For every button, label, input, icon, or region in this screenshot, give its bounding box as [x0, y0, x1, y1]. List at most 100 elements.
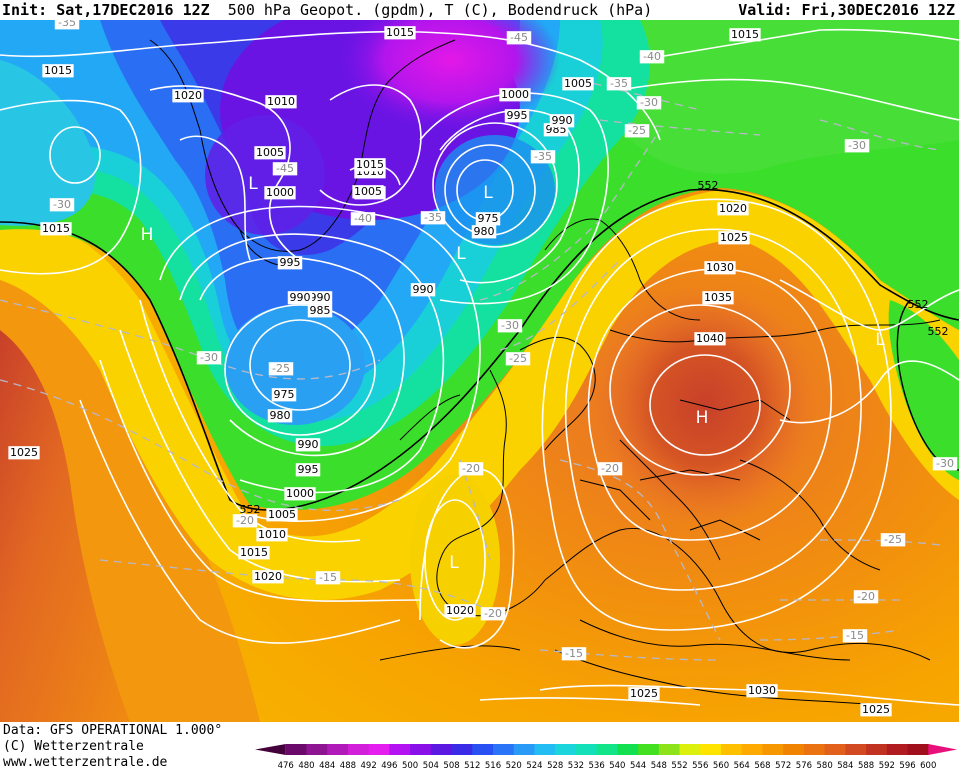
geopotential-label: 552 [908, 298, 929, 311]
pressure-center-H: H [696, 408, 709, 428]
isobar-label: 1005 [256, 146, 284, 159]
isobar-label-box [702, 291, 734, 305]
isotherm-label-box [497, 319, 523, 333]
scale-tick-label: 556 [692, 761, 708, 770]
isotherm-label: -25 [272, 362, 290, 375]
isobar-label: 1040 [696, 332, 724, 345]
scale-tick-label: 480 [298, 761, 314, 770]
scale-tick-label: 524 [526, 761, 542, 770]
scale-swatch [513, 744, 535, 755]
pressure-center-L: L [875, 330, 885, 350]
scale-swatch [347, 744, 370, 755]
scale-tick-label: 484 [319, 761, 335, 770]
magenta-vortex-core [340, 20, 560, 130]
isobar-label-box [746, 684, 778, 698]
scale-swatch [866, 744, 888, 755]
scale-tick-label: 584 [837, 761, 853, 770]
isobar-label: 1025 [720, 231, 748, 244]
scale-swatch [430, 744, 453, 755]
isotherm-label-box [639, 50, 665, 64]
isotherm-label: -35 [424, 211, 442, 224]
valid-time: Fri,30DEC2016 12Z [801, 1, 955, 19]
isotherm-label: -30 [53, 198, 71, 211]
isobar-label-box [252, 570, 284, 584]
scale-tick-label: 540 [609, 761, 625, 770]
scale-swatch [783, 744, 805, 755]
isotherm-label-box [480, 607, 506, 621]
isotherm-label: -20 [462, 462, 480, 475]
isobar-label-box [717, 202, 749, 216]
isotherm-label: -25 [628, 124, 646, 137]
init-time: Sat,17DEC2016 12Z [56, 1, 210, 19]
scale-tick-label: 520 [506, 761, 522, 770]
scale-tick-label: 592 [879, 761, 895, 770]
isobar-label-box [410, 283, 436, 297]
isotherm-label: -30 [640, 96, 658, 109]
scale-swatch [596, 744, 618, 755]
isobar-label-box [266, 508, 298, 522]
temperature-labels: -35 -30 -45 -40 -35 -45 -40 -35 -35 -30 -25 -30 -30 -… [49, 20, 958, 661]
isobar-label: 1015 [731, 28, 759, 41]
scale-swatch [679, 744, 701, 755]
isobar-label: 990 [552, 114, 573, 127]
scale-tick-label: 544 [630, 761, 646, 770]
scale-swatch [803, 744, 826, 755]
isobar-label-box [307, 304, 333, 318]
isobar-label-box [172, 89, 204, 103]
isotherm-label-box [268, 362, 294, 376]
pressure-center-labels: H L L L L H L [141, 174, 886, 573]
isotherm-label: -15 [319, 571, 337, 584]
isotherm-label-box [49, 198, 75, 212]
map-title: 500 hPa Geopot. (gpdm), T (C), Bodendruc… [227, 1, 653, 19]
isobar-label-box [471, 225, 497, 239]
isotherm-label: -20 [484, 607, 502, 620]
isotherms [0, 79, 941, 661]
isotherm-label-box [505, 352, 531, 366]
scale-swatch [368, 744, 390, 755]
isobar-label-box [704, 261, 736, 275]
high-pressure-core [595, 285, 815, 525]
west-cyan-lobe [0, 60, 96, 226]
scale-swatch [762, 744, 784, 755]
isobar-label: 990 [298, 438, 319, 451]
isotherm-label: -30 [501, 319, 519, 332]
isotherm-label-box [597, 462, 623, 476]
isotherm-label: -20 [857, 590, 875, 603]
scale-swatch [658, 744, 681, 755]
isobar-label-box [284, 487, 316, 501]
isobar-label: 990 [290, 291, 311, 304]
isobar-label: 1035 [704, 291, 732, 304]
color-scale: 476 480 484 488 492 496 500 504 508 512 516 520 524 5… [255, 744, 957, 770]
scale-swatch [700, 744, 722, 755]
contour-552 [0, 188, 959, 511]
scale-swatch [886, 744, 909, 755]
scale-tick-label: 516 [485, 761, 501, 770]
scale-tick-label: 572 [775, 761, 791, 770]
isotherm-label-box [853, 590, 879, 604]
violet-vortex-west [205, 115, 325, 235]
east-green-patch [888, 300, 959, 480]
isobar-label-box [277, 256, 303, 270]
scale-tick-label: 492 [361, 761, 377, 770]
west-red-airmass [0, 330, 130, 722]
isotherm-label-box [272, 162, 298, 176]
footer-text: Data: GFS OPERATIONAL 1.000° (C) Wetterz… [3, 723, 222, 771]
isotherm-label: -25 [884, 533, 902, 546]
iberia-cutoff-yellow [410, 475, 500, 645]
coastlines [149, 39, 941, 706]
isobar-label: 980 [270, 409, 291, 422]
scale-tick-label: 564 [734, 761, 750, 770]
pressure-center-L: L [456, 244, 466, 264]
isotherm-label-box [196, 351, 222, 365]
isobar-label: 985 [310, 304, 331, 317]
isobar-label: 995 [280, 256, 301, 269]
isobar-label-box [352, 185, 384, 199]
isobar-label: 1025 [862, 703, 890, 716]
scale-swatch [721, 744, 743, 755]
copyright: (C) Wetterzentrale [3, 739, 144, 754]
isotherm-label: -30 [848, 139, 866, 152]
isotherm-label: -30 [936, 457, 954, 470]
scale-tick-label: 496 [381, 761, 397, 770]
isotherm-label-box [606, 77, 632, 91]
